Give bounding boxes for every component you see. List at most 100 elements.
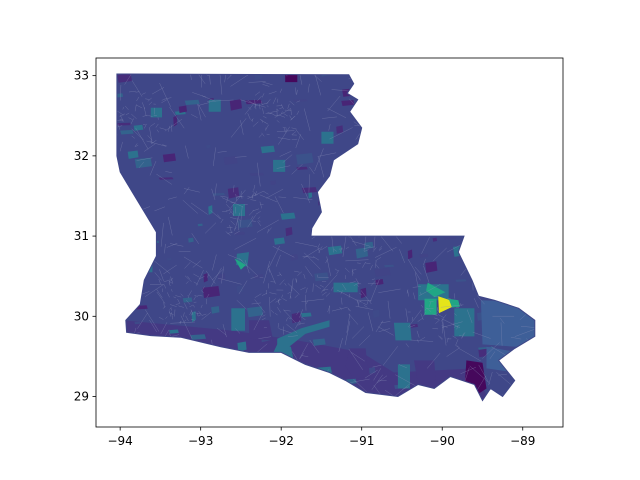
y-tick-label: 33 [74, 69, 89, 83]
y-tick-label: 30 [74, 309, 89, 323]
precinct-polygon [116, 122, 132, 126]
region-polygon [231, 308, 245, 331]
precinct-polygon [260, 145, 275, 154]
precinct-polygon [211, 306, 220, 314]
precinct-polygon [296, 166, 308, 170]
precinct-polygon [301, 312, 312, 318]
region-polygon [454, 308, 475, 337]
y-tick-label: 32 [74, 149, 89, 163]
y-tick-label: 31 [74, 229, 89, 243]
precinct-polygon [270, 180, 277, 186]
precinct-polygon [273, 237, 285, 245]
precinct-polygon [455, 279, 467, 282]
precinct-polygon [425, 261, 438, 273]
precinct-polygon [134, 321, 141, 325]
region-polygon [234, 258, 246, 270]
precinct-polygon [206, 144, 211, 149]
precinct-polygon [254, 74, 263, 81]
axes-frame [95, 57, 564, 428]
precinct-polygon [173, 115, 178, 127]
precinct-polygon [208, 205, 213, 215]
region-polygon [150, 107, 162, 118]
region-polygon [345, 348, 369, 379]
precinct-polygon [419, 253, 429, 258]
precinct-polygon [369, 367, 376, 374]
precinct-polygon [341, 100, 355, 106]
precinct-polygon [374, 267, 391, 277]
precinct-polygon [375, 279, 384, 286]
precinct-polygon [432, 237, 437, 242]
precinct-polygon [280, 212, 296, 220]
region-polygon [273, 159, 286, 172]
region-polygon [480, 300, 535, 347]
region-polygon [426, 282, 446, 297]
region-polygon [424, 298, 437, 315]
precinct-polygon [162, 153, 176, 163]
precinct-polygon [384, 264, 395, 268]
precinct-polygon [245, 99, 263, 105]
precinct-polygon [314, 272, 329, 282]
precinct-polygon [237, 341, 247, 352]
precinct-polygon [372, 309, 380, 318]
region-polygon [333, 282, 358, 293]
precinct-polygon [133, 124, 144, 131]
x-tick-label: −89 [510, 434, 535, 448]
x-tick-label: −91 [349, 434, 374, 448]
y-axis: 29 30 31 32 33 [74, 69, 96, 404]
louisiana-state-outline [116, 73, 536, 402]
precinct-polygon [249, 172, 265, 176]
region-polygon [414, 360, 436, 385]
region-polygon [393, 322, 412, 341]
precinct-polygon [120, 129, 134, 135]
region-polygon [448, 298, 460, 308]
precinct-polygon [190, 334, 206, 340]
precinct-polygon [188, 237, 194, 243]
precinct-polygon [285, 227, 293, 237]
precinct-polygon [247, 306, 264, 318]
precinct-polygon [237, 219, 253, 229]
precinct-polygon [312, 338, 326, 346]
precinct-polygon [229, 99, 242, 111]
precinct-polygon [223, 156, 238, 165]
precinct-polygon [227, 187, 240, 199]
y-tick-label: 29 [74, 390, 89, 404]
region-polygon [397, 364, 410, 389]
precinct-polygon [296, 153, 314, 165]
precinct-polygon [127, 150, 139, 159]
precinct-polygon [253, 274, 264, 279]
precinct-polygon [302, 187, 318, 194]
precinct-polygon [203, 273, 208, 283]
precinct-polygon [167, 258, 172, 261]
x-tick-label: −93 [188, 434, 213, 448]
region-polygon [321, 131, 334, 144]
region-polygon [285, 74, 298, 83]
precinct-polygon [236, 285, 244, 294]
precinct-polygon [217, 273, 226, 282]
precinct-polygon [234, 231, 246, 236]
precinct-polygon [212, 193, 226, 196]
precinct-polygon [184, 99, 200, 105]
region-polygon [249, 320, 274, 341]
precinct-polygon [400, 255, 405, 260]
precinct-polygon [292, 99, 308, 102]
x-tick-label: −90 [430, 434, 455, 448]
precinct-polygon [410, 323, 418, 328]
precinct-polygon [407, 249, 413, 260]
x-axis: −94 −93 −92 −91 −90 −89 [107, 427, 535, 448]
precinct-polygon [336, 125, 344, 134]
precinct-polygon [291, 312, 301, 324]
precinct-polygon [197, 223, 203, 227]
region-polygon [277, 320, 330, 347]
precinct-polygon [178, 105, 187, 113]
region-polygon [208, 99, 221, 112]
precinct-polygon [182, 297, 193, 303]
region-polygon [232, 204, 245, 216]
x-tick-label: −92 [269, 434, 294, 448]
precinct-polygon [355, 247, 369, 259]
x-tick-label: −94 [107, 434, 132, 448]
louisiana-state-shape [116, 74, 535, 401]
precinct-polygon [202, 286, 220, 298]
precinct-polygon [169, 329, 179, 334]
precinct-polygon [117, 74, 132, 83]
